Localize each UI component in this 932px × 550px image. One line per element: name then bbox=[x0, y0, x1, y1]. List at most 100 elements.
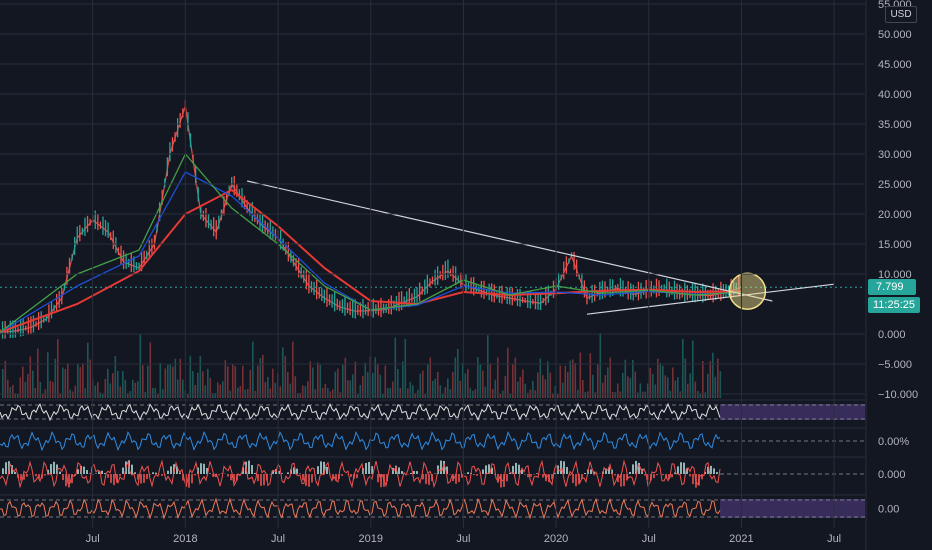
histogram-bar bbox=[575, 474, 577, 487]
volume-bar bbox=[129, 391, 132, 398]
y-tick-label: 50.000 bbox=[878, 29, 912, 41]
volume-bar bbox=[52, 381, 54, 398]
volume-bar bbox=[204, 385, 207, 398]
histogram-bar bbox=[566, 467, 568, 474]
volume-bar bbox=[392, 381, 394, 398]
histogram-bar bbox=[536, 473, 538, 474]
histogram-bar bbox=[713, 468, 715, 474]
volume-bar bbox=[339, 392, 342, 398]
histogram-bar bbox=[152, 472, 154, 474]
volume-bar bbox=[187, 393, 189, 398]
volume-bar bbox=[182, 379, 184, 398]
volume-bar bbox=[359, 384, 362, 398]
volume-bar bbox=[619, 391, 622, 398]
volume-bar bbox=[659, 362, 662, 398]
volume-bar bbox=[297, 393, 299, 398]
histogram-bar bbox=[449, 474, 451, 475]
volume-bar bbox=[379, 374, 382, 398]
volume-bar bbox=[604, 375, 607, 398]
histogram-bar bbox=[617, 474, 619, 483]
histogram-bar bbox=[260, 474, 262, 486]
volume-bar bbox=[482, 370, 484, 398]
volume-bar bbox=[322, 388, 324, 398]
histogram-bar bbox=[683, 462, 685, 474]
volume-bar bbox=[149, 342, 152, 398]
histogram-bar bbox=[320, 461, 322, 474]
volume-bar bbox=[549, 372, 552, 398]
x-axis[interactable]: Jul 2018 Jul 2019 Jul 2020 Jul 2021 Jul bbox=[86, 0, 841, 545]
volume-bar bbox=[77, 364, 79, 398]
pane-band bbox=[720, 404, 865, 420]
price-pane[interactable] bbox=[0, 99, 865, 339]
histogram-bar bbox=[377, 474, 379, 483]
trendline[interactable] bbox=[586, 283, 835, 315]
histogram-bar bbox=[140, 474, 142, 484]
y-tick-label: 55.000 bbox=[878, 0, 912, 11]
x-tick-label: Jul bbox=[827, 533, 841, 545]
volume-bar bbox=[59, 393, 62, 398]
volume-bar bbox=[677, 377, 679, 398]
histogram-bar bbox=[218, 474, 220, 476]
volume-bar bbox=[422, 370, 424, 398]
histogram-bar bbox=[428, 474, 430, 485]
volume-bar bbox=[347, 380, 349, 398]
histogram-bar bbox=[662, 474, 664, 476]
volume-bar bbox=[582, 379, 584, 398]
volume-bar bbox=[284, 356, 287, 398]
volume-bar bbox=[97, 382, 99, 398]
histogram-bar bbox=[101, 470, 103, 474]
histogram-bar bbox=[416, 471, 418, 474]
volume-bar bbox=[57, 339, 59, 398]
histogram-bar bbox=[5, 462, 7, 474]
histogram-bar bbox=[581, 474, 583, 479]
volume-bar bbox=[462, 362, 464, 398]
trendline[interactable] bbox=[247, 180, 773, 302]
histogram-bar bbox=[53, 461, 55, 474]
volume-bar bbox=[377, 364, 379, 398]
currency-label[interactable]: USD bbox=[885, 6, 917, 23]
histogram-bar bbox=[212, 474, 214, 477]
histogram-bar bbox=[326, 466, 328, 474]
volume-bar bbox=[637, 392, 639, 398]
histogram-bar bbox=[68, 474, 70, 488]
last-price-tag: 7.799 bbox=[868, 279, 916, 295]
volume-bar bbox=[157, 393, 159, 398]
volume-bar bbox=[307, 381, 309, 398]
volume-bar bbox=[414, 393, 417, 398]
volume-bar bbox=[537, 372, 539, 398]
volume-bar bbox=[657, 358, 659, 398]
volume-bar bbox=[224, 360, 227, 398]
histogram-bar bbox=[656, 474, 658, 476]
histogram-bar bbox=[512, 465, 514, 474]
trendlines[interactable] bbox=[247, 180, 835, 315]
pane-band bbox=[720, 499, 865, 518]
volume-bar bbox=[412, 385, 414, 398]
histogram-bar bbox=[38, 474, 40, 479]
volume-bar bbox=[447, 378, 449, 398]
histogram-bar bbox=[716, 472, 718, 474]
volume-bar bbox=[547, 361, 549, 398]
volume-bar bbox=[242, 365, 244, 398]
histogram-bar bbox=[308, 474, 310, 487]
histogram-bar bbox=[632, 464, 634, 474]
highlight-circle[interactable] bbox=[728, 272, 767, 310]
volume-bar bbox=[142, 365, 144, 398]
histogram-bar bbox=[242, 467, 244, 474]
histogram-bar bbox=[44, 474, 46, 476]
histogram-bar bbox=[626, 474, 628, 481]
volume-bar bbox=[64, 369, 67, 398]
histogram-bar bbox=[638, 462, 640, 474]
histogram-bar bbox=[83, 466, 85, 474]
histogram-bar bbox=[176, 466, 178, 474]
volume-bar bbox=[252, 341, 254, 398]
indicator-line bbox=[0, 459, 721, 489]
histogram-bar bbox=[122, 467, 124, 474]
volume-bar bbox=[489, 363, 492, 398]
volume-bar bbox=[689, 373, 692, 398]
volume-bar bbox=[437, 371, 439, 398]
histogram-bar bbox=[710, 465, 712, 474]
volume-bar bbox=[694, 381, 697, 398]
histogram-bar bbox=[467, 472, 469, 474]
